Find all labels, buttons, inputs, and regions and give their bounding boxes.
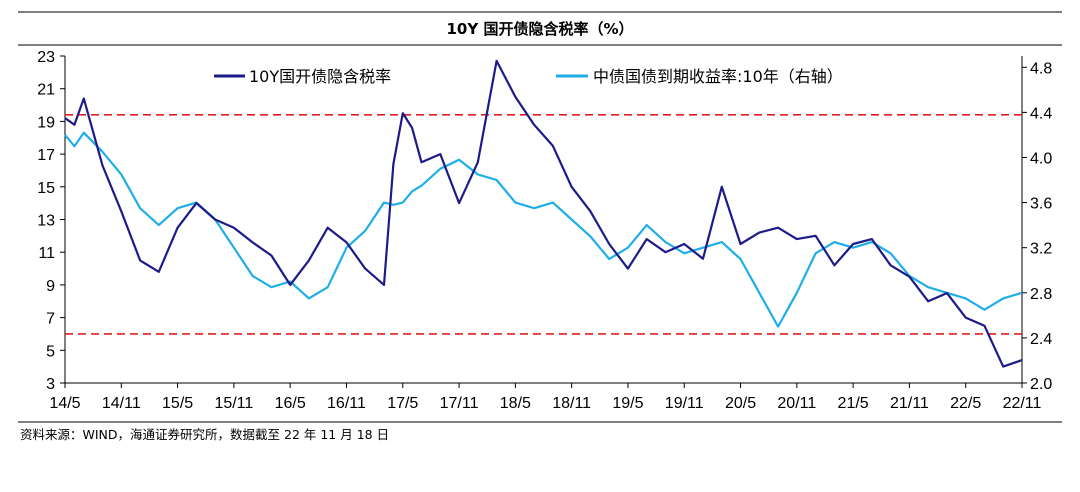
x-tick-label-7: 17/11 [440,395,479,412]
right-tick-label-7: 4.8 [1030,60,1052,77]
x-tick-label-0: 14/5 [49,395,80,412]
right-tick-label-2: 2.8 [1030,286,1052,303]
x-tick-label-9: 18/11 [552,395,591,412]
right-tick-label-3: 3.2 [1030,241,1052,258]
left-tick-label-1: 5 [46,343,55,360]
right-tick-label-5: 4.0 [1030,150,1052,167]
x-tick-label-11: 19/11 [665,395,704,412]
x-tick-label-1: 14/11 [102,395,141,412]
right-tick-label-4: 3.6 [1030,196,1052,213]
left-tick-label-9: 21 [37,82,55,99]
left-tick-label-4: 11 [38,245,55,262]
source-note: 资料来源：WIND，海通证券研究所，数据截至 22 年 11 月 18 日 [20,427,389,442]
left-tick-label-0: 3 [46,376,55,393]
x-tick-label-17: 22/11 [1003,395,1042,412]
left-tick-label-2: 7 [46,311,55,328]
x-tick-label-2: 15/5 [162,395,193,412]
legend-label-right-series: 中债国债到期收益率:10年（右轴） [593,67,843,86]
x-tick-label-4: 16/5 [275,395,306,412]
x-tick-label-10: 19/5 [612,395,643,412]
right-tick-label-1: 2.4 [1030,331,1052,348]
left-tick-label-10: 23 [37,49,55,66]
x-tick-label-6: 17/5 [387,395,418,412]
right-tick-label-6: 4.4 [1030,105,1052,122]
left-tick-label-3: 9 [46,278,55,295]
x-tick-label-5: 16/11 [327,395,366,412]
x-tick-label-13: 20/11 [777,395,816,412]
x-tick-label-12: 20/5 [725,395,756,412]
x-tick-label-8: 18/5 [500,395,531,412]
x-tick-label-14: 21/5 [838,395,869,412]
x-tick-label-15: 21/11 [890,395,929,412]
left-tick-label-7: 17 [37,147,55,164]
series-line-implied-tax-rate [64,59,1023,368]
left-tick-label-6: 15 [37,180,55,197]
chart-title: 10Y 国开债隐含税率（%） [447,20,634,38]
x-tick-label-16: 22/5 [950,395,981,412]
right-tick-label-0: 2.0 [1030,376,1052,393]
left-tick-label-8: 19 [37,114,55,131]
legend-label-left-series: 10Y国开债隐含税率 [249,67,391,86]
x-tick-label-3: 15/11 [214,395,253,412]
left-tick-label-5: 13 [37,213,55,230]
series-line-treasury-yield [64,131,1023,328]
